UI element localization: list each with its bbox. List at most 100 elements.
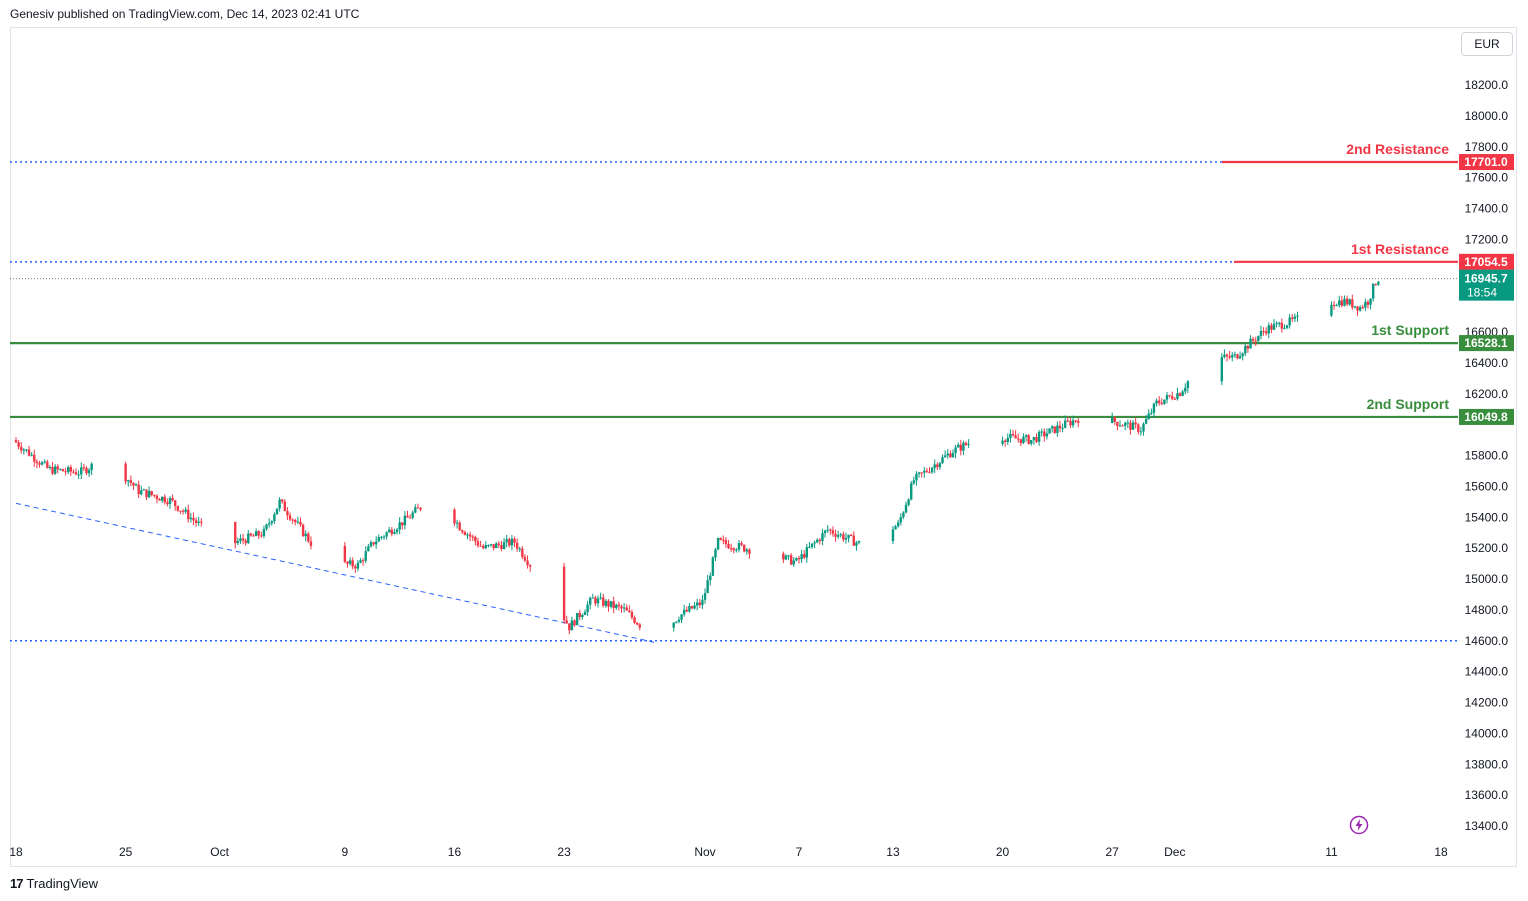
candle [826, 525, 829, 533]
candle-body [568, 623, 571, 631]
candle [1032, 436, 1036, 445]
candle-body [364, 551, 367, 561]
candle-body [25, 449, 28, 451]
candle-body [1283, 327, 1286, 329]
candle-body [1288, 317, 1291, 326]
candle [474, 535, 477, 546]
candle-body [129, 480, 133, 483]
candle [401, 522, 404, 530]
candle-body [526, 560, 529, 566]
candle [249, 532, 253, 537]
candle-body [82, 467, 86, 469]
candle-body [1144, 419, 1148, 424]
candle-body [1293, 316, 1297, 319]
candle-body [1014, 435, 1017, 439]
candle [943, 450, 947, 458]
candle [596, 595, 600, 608]
candle [795, 557, 798, 562]
candle [1251, 336, 1255, 344]
candle [403, 511, 407, 530]
candle-body [620, 606, 623, 609]
candle-body [192, 517, 195, 521]
candle-body [844, 537, 848, 540]
candle-body [818, 539, 822, 542]
candle [1116, 421, 1119, 431]
candle [1262, 327, 1265, 336]
candle [792, 557, 795, 567]
candle-body [254, 531, 258, 537]
candle [307, 531, 310, 544]
candle-body [64, 471, 67, 473]
candle-body [1043, 431, 1046, 437]
candle [899, 513, 902, 526]
candle [1113, 416, 1116, 426]
candle [630, 609, 634, 620]
candle [382, 535, 386, 540]
candle [813, 540, 816, 549]
candle [1024, 433, 1028, 442]
candle-body [1121, 425, 1124, 427]
candle [1139, 426, 1143, 436]
candle-body [628, 610, 631, 613]
candle [234, 521, 237, 549]
resistance-price-tag [1459, 154, 1514, 171]
candle-body [795, 558, 798, 561]
lightning-icon[interactable] [1349, 815, 1369, 835]
candle-body [356, 562, 360, 569]
candle [1050, 425, 1054, 433]
candle [262, 525, 266, 539]
candle [724, 537, 728, 548]
candle-body [899, 517, 902, 523]
y-tick-label: 13800.0 [1465, 757, 1509, 771]
candle [787, 554, 790, 560]
candle-body [20, 446, 23, 451]
candle-body [1003, 440, 1007, 442]
candle-body [1291, 317, 1294, 319]
candle [90, 462, 93, 476]
currency-button[interactable]: EUR [1461, 32, 1513, 56]
candle-body [388, 529, 391, 533]
y-tick-label: 15400.0 [1465, 510, 1509, 524]
y-tick-label: 13400.0 [1465, 819, 1509, 833]
candle-body [928, 471, 931, 473]
candle-body [800, 554, 803, 560]
candle-body [959, 444, 963, 451]
candle-body [1348, 299, 1351, 305]
candle [633, 615, 636, 625]
trendline [15, 502, 659, 644]
candle [369, 540, 373, 548]
candle [528, 563, 532, 572]
candle-body [382, 536, 386, 538]
candle-body [160, 496, 164, 501]
candle-body [147, 491, 151, 498]
candle [690, 605, 694, 610]
candle [301, 523, 305, 537]
candle-body [348, 560, 352, 564]
candle [388, 526, 391, 533]
candle-body [719, 538, 722, 540]
candle [907, 498, 910, 507]
candle [500, 540, 503, 552]
y-tick-label: 14200.0 [1465, 696, 1509, 710]
candle [377, 534, 380, 542]
candle [481, 543, 485, 550]
support-label: 1st Support [1371, 322, 1449, 338]
candle-body [1017, 438, 1020, 440]
y-tick-label: 15200.0 [1465, 541, 1509, 555]
candle [1048, 428, 1051, 434]
candle [1030, 439, 1033, 446]
candle-body [377, 537, 380, 542]
candle-body [479, 545, 482, 547]
candle-body [1249, 338, 1252, 349]
candle [69, 464, 73, 477]
candle [1332, 301, 1336, 310]
candle [604, 598, 608, 608]
candle-body [176, 505, 180, 511]
candle-body [1027, 435, 1030, 444]
candle [1147, 409, 1150, 420]
candle-body [1134, 422, 1137, 425]
candle-body [140, 490, 143, 495]
candle [273, 512, 276, 524]
candle-body [722, 539, 725, 541]
